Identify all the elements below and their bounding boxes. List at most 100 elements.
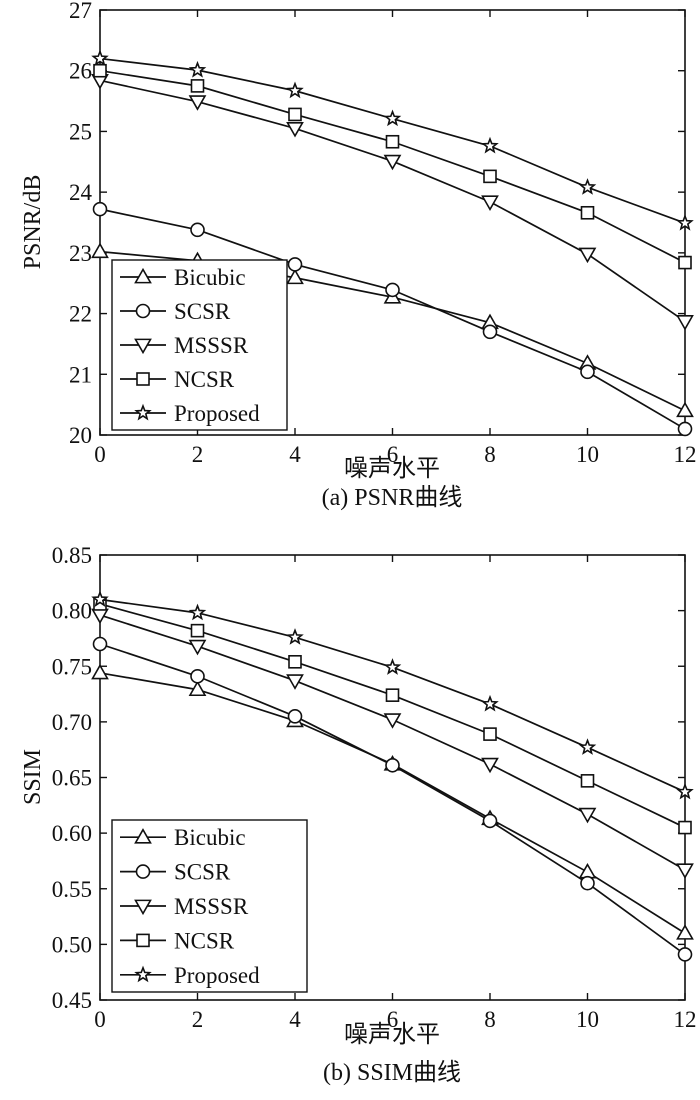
ssim-ytick-label: 0.85 bbox=[52, 543, 92, 568]
ssim-xtick-label: 12 bbox=[674, 1007, 697, 1032]
ssim-ytick-label: 0.55 bbox=[52, 877, 92, 902]
psnr-point-ncsr bbox=[483, 169, 497, 184]
ssim-ytick-label: 0.70 bbox=[52, 710, 92, 735]
ssim-point-bicubic bbox=[578, 862, 597, 879]
psnr-point-scsr bbox=[92, 201, 108, 217]
psnr-xtick-label: 0 bbox=[94, 442, 106, 467]
ssim-legend-item-bicubic: Bicubic bbox=[120, 825, 246, 850]
ssim-legend-item-scsr: SCSR bbox=[120, 860, 231, 885]
ssim-xtick-label: 8 bbox=[484, 1007, 496, 1032]
ssim-point-proposed bbox=[676, 782, 694, 800]
ssim-legend-item-msssr: MSSSR bbox=[120, 894, 249, 919]
ssim-point-msssr bbox=[383, 713, 402, 729]
psnr-legend-label: NCSR bbox=[174, 367, 235, 392]
psnr-point-proposed bbox=[286, 81, 304, 99]
psnr-point-bicubic bbox=[286, 268, 304, 285]
ssim-legend-label: MSSSR bbox=[174, 894, 249, 919]
psnr-point-ncsr bbox=[93, 63, 107, 78]
psnr-legend-item-msssr: MSSSR bbox=[120, 333, 249, 358]
ssim-legend-marker-proposed bbox=[134, 965, 152, 983]
ssim-ytick-label: 0.45 bbox=[52, 988, 92, 1013]
psnr-legend: Bicubic SCSR MSSSR NCSR Proposed bbox=[111, 259, 288, 431]
psnr-legend-label: SCSR bbox=[174, 299, 231, 324]
psnr-point-ncsr bbox=[385, 134, 400, 149]
ssim-axis-ticks: 0 2 4 6 8 10 12 0.45 0.50 0.55 0.60 0.65 0.70 0.75 0.8… bbox=[52, 543, 697, 1032]
ssim-point-ncsr bbox=[288, 654, 302, 669]
ssim-point-scsr bbox=[677, 947, 693, 962]
ssim-xtick-label: 2 bbox=[192, 1007, 204, 1032]
ssim-ytick-label: 0.50 bbox=[52, 932, 92, 957]
ssim-ylabel: SSIM bbox=[20, 749, 46, 805]
psnr-legend-label: Proposed bbox=[174, 401, 260, 426]
psnr-legend-marker-proposed bbox=[134, 403, 152, 421]
ssim-point-scsr bbox=[482, 813, 498, 829]
ssim-point-ncsr bbox=[190, 623, 205, 638]
psnr-point-ncsr bbox=[288, 107, 302, 122]
psnr-point-ncsr bbox=[190, 79, 205, 93]
psnr-point-scsr bbox=[677, 421, 693, 437]
ssim-series-msssr bbox=[91, 608, 694, 879]
ssim-legend-marker-ncsr bbox=[136, 933, 150, 948]
psnr-legend-item-proposed: Proposed bbox=[120, 401, 260, 426]
psnr-point-scsr bbox=[580, 364, 595, 380]
psnr-legend-item-scsr: SCSR bbox=[120, 299, 231, 324]
psnr-ytick-label: 25 bbox=[69, 119, 92, 144]
psnr-legend-marker-scsr bbox=[135, 303, 151, 319]
ssim-legend-label: NCSR bbox=[174, 928, 235, 953]
ssim-series-group bbox=[91, 590, 694, 962]
ssim-xtick-label: 6 bbox=[387, 1007, 399, 1032]
ssim-xtick-label: 4 bbox=[289, 1007, 301, 1032]
ssim-series-ncsr bbox=[93, 597, 692, 835]
psnr-legend-marker-ncsr bbox=[136, 372, 150, 386]
ssim-point-ncsr bbox=[678, 820, 692, 835]
ssim-point-msssr bbox=[578, 807, 597, 824]
psnr-legend-label: Bicubic bbox=[174, 265, 246, 290]
psnr-xtick-label: 10 bbox=[576, 442, 599, 467]
psnr-point-msssr bbox=[286, 121, 304, 138]
psnr-point-msssr bbox=[383, 154, 402, 171]
psnr-legend-label: MSSSR bbox=[174, 333, 249, 358]
psnr-caption: (a) PSNR曲线 bbox=[322, 484, 463, 511]
psnr-series-proposed bbox=[91, 49, 694, 231]
ssim-xtick-label: 10 bbox=[576, 1007, 599, 1032]
ssim-legend-label: Proposed bbox=[174, 963, 260, 988]
psnr-xtick-label: 4 bbox=[289, 442, 301, 467]
ssim-legend-label: Bicubic bbox=[174, 825, 246, 850]
psnr-point-msssr bbox=[578, 247, 597, 264]
psnr-legend-box bbox=[111, 259, 288, 431]
ssim-legend-marker-scsr bbox=[135, 864, 151, 879]
psnr-ytick-label: 27 bbox=[69, 0, 92, 23]
ssim-point-proposed bbox=[188, 603, 207, 621]
psnr-point-ncsr bbox=[678, 255, 692, 270]
ssim-ytick-label: 0.60 bbox=[52, 821, 92, 846]
psnr-point-proposed bbox=[676, 213, 694, 231]
ssim-ytick-label: 0.65 bbox=[52, 766, 92, 791]
ssim-point-bicubic bbox=[91, 663, 109, 680]
psnr-ytick-label: 26 bbox=[69, 59, 92, 84]
psnr-point-proposed bbox=[481, 136, 499, 154]
ssim-series-scsr bbox=[92, 636, 693, 962]
ssim-legend-item-proposed: Proposed bbox=[120, 963, 260, 988]
psnr-point-scsr bbox=[287, 257, 303, 272]
psnr-ytick-label: 23 bbox=[69, 241, 92, 266]
psnr-point-scsr bbox=[190, 222, 205, 238]
psnr-legend-marker-msssr bbox=[134, 338, 152, 355]
ssim-xlabel: 噪声水平 bbox=[344, 1021, 440, 1048]
psnr-point-proposed bbox=[188, 60, 207, 78]
ssim-point-scsr bbox=[92, 636, 108, 652]
psnr-xtick-label: 12 bbox=[674, 442, 697, 467]
psnr-point-proposed bbox=[578, 178, 597, 195]
psnr-point-proposed bbox=[383, 109, 402, 127]
psnr-series-msssr bbox=[91, 74, 694, 331]
ssim-legend-label: SCSR bbox=[174, 860, 231, 885]
psnr-point-msssr bbox=[481, 195, 499, 211]
psnr-ytick-label: 21 bbox=[69, 362, 92, 387]
psnr-point-proposed bbox=[91, 49, 109, 67]
psnr-ylabel: PSNR/dB bbox=[20, 175, 46, 270]
ssim-point-proposed bbox=[286, 628, 304, 645]
ssim-series-proposed bbox=[91, 590, 694, 800]
ssim-legend-marker-msssr bbox=[134, 899, 152, 916]
ssim-legend: Bicubic SCSR MSSSR NCSR Proposed bbox=[111, 819, 308, 993]
psnr-legend-marker-bicubic bbox=[134, 267, 152, 284]
